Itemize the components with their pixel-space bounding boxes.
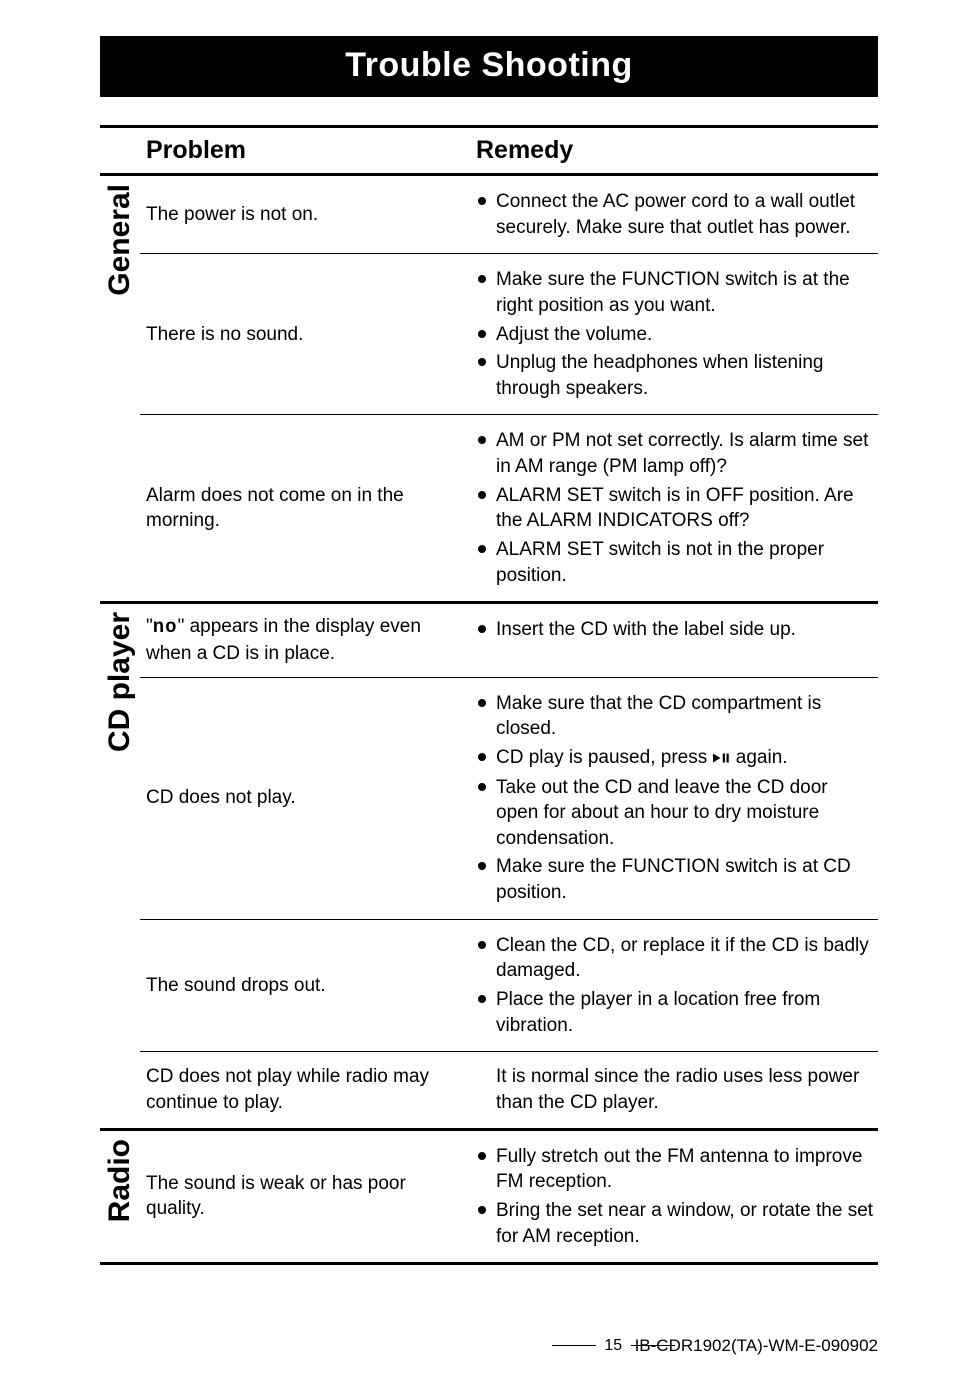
list-item: Make sure the FUNCTION switch is at the … — [476, 267, 874, 318]
remedy-list: Fully stretch out the FM antenna to impr… — [470, 1131, 878, 1263]
col-header-remedy: Remedy — [470, 128, 878, 173]
list-item: Insert the CD with the label side up. — [476, 617, 874, 643]
seg-display-text: no — [153, 616, 178, 638]
remedy-cell: Connect the AC power cord to a wall outl… — [470, 176, 878, 253]
section-label: CD player — [100, 604, 140, 760]
remedy-cell: Clean the CD, or replace it if the CD is… — [470, 920, 878, 1052]
remedy-cell: Make sure the FUNCTION switch is at the … — [470, 254, 878, 414]
remedy-list: Make sure the FUNCTION switch is at the … — [470, 254, 878, 414]
remedy-text: It is normal since the radio uses less p… — [476, 1062, 874, 1117]
list-item: Take out the CD and leave the CD door op… — [476, 775, 874, 852]
section-body: The power is not on.Connect the AC power… — [140, 176, 878, 601]
remedy-block: Clean the CD, or replace it if the CD is… — [470, 920, 878, 1052]
list-item: Make sure the FUNCTION switch is at CD p… — [476, 854, 874, 905]
table-row: Alarm does not come on in the morning.AM… — [140, 414, 878, 601]
section-side: General — [100, 176, 140, 601]
bullet-list: Clean the CD, or replace it if the CD is… — [476, 933, 874, 1039]
table-row: There is no sound.Make sure the FUNCTION… — [140, 253, 878, 414]
table-row: CD does not play while radio may continu… — [140, 1051, 878, 1127]
page-title: Trouble Shooting — [100, 36, 878, 97]
remedy-block: Make sure the FUNCTION switch is at the … — [470, 254, 878, 414]
section: GeneralThe power is not on.Connect the A… — [100, 173, 878, 601]
bullet-list: Make sure the FUNCTION switch is at the … — [476, 267, 874, 401]
list-item: Connect the AC power cord to a wall outl… — [476, 189, 874, 240]
section-label: Radio — [100, 1131, 140, 1230]
table-row: "no" appears in the display even when a … — [140, 604, 878, 676]
list-item: Clean the CD, or replace it if the CD is… — [476, 933, 874, 984]
list-item: Fully stretch out the FM antenna to impr… — [476, 1144, 874, 1195]
table-row: The power is not on.Connect the AC power… — [140, 176, 878, 253]
section-body: "no" appears in the display even when a … — [140, 604, 878, 1127]
page-number: 15 — [548, 1337, 679, 1355]
page-footer: 15 IB-CDR1902(TA)-WM-E-090902 — [100, 1336, 878, 1356]
section: RadioThe sound is weak or has poor quali… — [100, 1128, 878, 1263]
list-item: CD play is paused, press again. — [476, 745, 874, 772]
list-item: Bring the set near a window, or rotate t… — [476, 1198, 874, 1249]
problem-cell: "no" appears in the display even when a … — [140, 604, 470, 676]
remedy-list: Insert the CD with the label side up. — [470, 604, 878, 656]
page: Trouble Shooting Problem Remedy GeneralT… — [0, 0, 954, 1378]
remedy-block: Connect the AC power cord to a wall outl… — [470, 176, 878, 253]
remedy-block: Make sure that the CD compartment is clo… — [470, 678, 878, 919]
remedy-list: Clean the CD, or replace it if the CD is… — [470, 920, 878, 1052]
table-row: The sound drops out.Clean the CD, or rep… — [140, 919, 878, 1052]
problem-cell: The sound drops out. — [140, 920, 470, 1052]
remedy-block: AM or PM not set correctly. Is alarm tim… — [470, 415, 878, 601]
section-body: The sound is weak or has poor quality.Fu… — [140, 1131, 878, 1263]
remedy-block: Fully stretch out the FM antenna to impr… — [470, 1131, 878, 1263]
col-header-problem: Problem — [140, 128, 470, 173]
side-spacer — [100, 128, 140, 173]
bullet-list: AM or PM not set correctly. Is alarm tim… — [476, 428, 874, 588]
remedy-cell: Make sure that the CD compartment is clo… — [470, 678, 878, 919]
problem-cell: Alarm does not come on in the morning. — [140, 415, 470, 601]
bullet-list: Make sure that the CD compartment is clo… — [476, 691, 874, 906]
remedy-cell: Insert the CD with the label side up. — [470, 604, 878, 676]
table-row: CD does not play.Make sure that the CD c… — [140, 677, 878, 919]
problem-cell: The sound is weak or has poor quality. — [140, 1131, 470, 1263]
table-row: The sound is weak or has poor quality.Fu… — [140, 1131, 878, 1263]
remedy-cell: It is normal since the radio uses less p… — [470, 1052, 878, 1127]
bullet-list: Fully stretch out the FM antenna to impr… — [476, 1144, 874, 1250]
section: CD player"no" appears in the display eve… — [100, 601, 878, 1127]
remedy-list: It is normal since the radio uses less p… — [470, 1052, 878, 1127]
troubleshooting-table: Problem Remedy GeneralThe power is not o… — [100, 125, 878, 1265]
remedy-list: AM or PM not set correctly. Is alarm tim… — [470, 415, 878, 601]
list-item: AM or PM not set correctly. Is alarm tim… — [476, 428, 874, 479]
dash-icon — [631, 1345, 675, 1346]
page-number-value: 15 — [604, 1337, 622, 1354]
bullet-list: Connect the AC power cord to a wall outl… — [476, 189, 874, 240]
problem-cell: The power is not on. — [140, 176, 470, 253]
table-header-row: Problem Remedy — [100, 128, 878, 173]
section-side: Radio — [100, 1131, 140, 1263]
list-item: ALARM SET switch is in OFF position. Are… — [476, 483, 874, 534]
section-label: General — [100, 176, 140, 304]
remedy-list: Make sure that the CD compartment is clo… — [470, 678, 878, 919]
section-side: CD player — [100, 604, 140, 1127]
remedy-list: Connect the AC power cord to a wall outl… — [470, 176, 878, 253]
dash-icon — [552, 1345, 596, 1346]
remedy-block: Insert the CD with the label side up. — [470, 604, 878, 656]
remedy-block: It is normal since the radio uses less p… — [470, 1052, 878, 1127]
problem-cell: There is no sound. — [140, 254, 470, 414]
bullet-list: Insert the CD with the label side up. — [476, 617, 874, 643]
list-item: Make sure that the CD compartment is clo… — [476, 691, 874, 742]
play-pause-icon — [713, 746, 731, 772]
problem-cell: CD does not play. — [140, 678, 470, 919]
list-item: Unplug the headphones when listening thr… — [476, 350, 874, 401]
list-item: Adjust the volume. — [476, 322, 874, 348]
remedy-cell: AM or PM not set correctly. Is alarm tim… — [470, 415, 878, 601]
remedy-cell: Fully stretch out the FM antenna to impr… — [470, 1131, 878, 1263]
list-item: Place the player in a location free from… — [476, 987, 874, 1038]
list-item: ALARM SET switch is not in the proper po… — [476, 537, 874, 588]
problem-cell: CD does not play while radio may continu… — [140, 1052, 470, 1127]
